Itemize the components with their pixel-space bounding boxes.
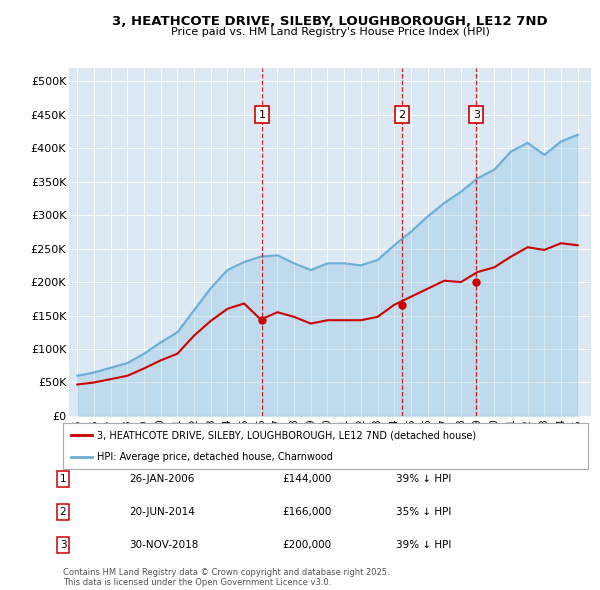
Text: 1: 1	[259, 110, 265, 120]
Text: 1: 1	[59, 474, 67, 484]
Text: £166,000: £166,000	[282, 507, 331, 517]
Text: 35% ↓ HPI: 35% ↓ HPI	[396, 507, 451, 517]
Text: Contains HM Land Registry data © Crown copyright and database right 2025.
This d: Contains HM Land Registry data © Crown c…	[63, 568, 389, 587]
Text: HPI: Average price, detached house, Charnwood: HPI: Average price, detached house, Char…	[97, 451, 333, 461]
Text: 3: 3	[59, 540, 67, 550]
Text: Price paid vs. HM Land Registry's House Price Index (HPI): Price paid vs. HM Land Registry's House …	[170, 27, 490, 37]
Text: 30-NOV-2018: 30-NOV-2018	[129, 540, 199, 550]
Text: 3, HEATHCOTE DRIVE, SILEBY, LOUGHBOROUGH, LE12 7ND (detached house): 3, HEATHCOTE DRIVE, SILEBY, LOUGHBOROUGH…	[97, 431, 476, 441]
Text: 3: 3	[473, 110, 480, 120]
Text: 20-JUN-2014: 20-JUN-2014	[129, 507, 195, 517]
Text: 39% ↓ HPI: 39% ↓ HPI	[396, 540, 451, 550]
Text: 2: 2	[59, 507, 67, 517]
Text: £200,000: £200,000	[282, 540, 331, 550]
Text: 26-JAN-2006: 26-JAN-2006	[129, 474, 194, 484]
Text: £144,000: £144,000	[282, 474, 331, 484]
Text: 39% ↓ HPI: 39% ↓ HPI	[396, 474, 451, 484]
Text: 3, HEATHCOTE DRIVE, SILEBY, LOUGHBOROUGH, LE12 7ND: 3, HEATHCOTE DRIVE, SILEBY, LOUGHBOROUGH…	[112, 15, 548, 28]
Text: 2: 2	[398, 110, 406, 120]
